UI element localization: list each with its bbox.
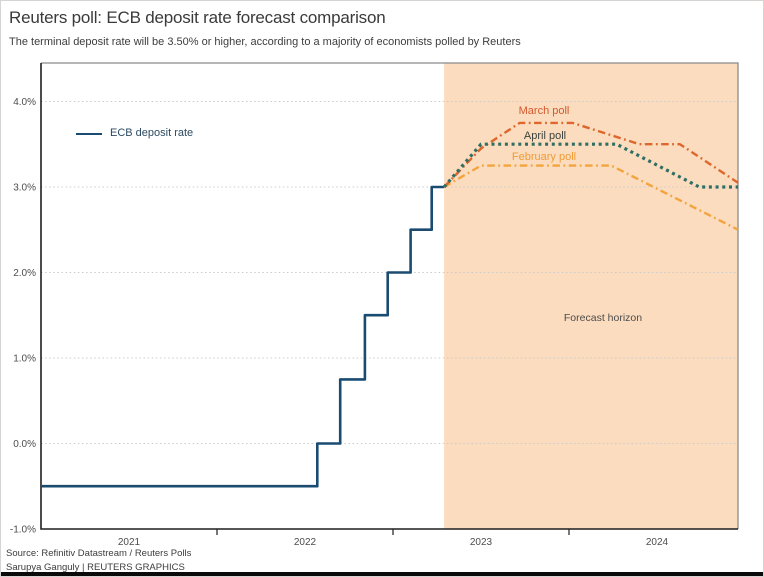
svg-text:0.0%: 0.0% bbox=[13, 439, 36, 450]
chart-legend: ECB deposit rate bbox=[76, 127, 193, 139]
april-poll-label: April poll bbox=[523, 130, 567, 142]
february-poll-label: February poll bbox=[511, 151, 577, 163]
svg-text:2.0%: 2.0% bbox=[13, 268, 36, 279]
march-poll-label: March poll bbox=[518, 105, 570, 117]
svg-text:-1.0%: -1.0% bbox=[10, 525, 36, 536]
page-title: Reuters poll: ECB deposit rate forecast … bbox=[9, 8, 386, 27]
legend-label: ECB deposit rate bbox=[110, 127, 194, 139]
footer-source: Source: Refinitiv Datastream / Reuters P… bbox=[6, 548, 192, 559]
page-subtitle: The terminal deposit rate will be 3.50% … bbox=[9, 36, 521, 48]
svg-text:2023: 2023 bbox=[470, 537, 493, 548]
ecb-line-swatch bbox=[76, 132, 102, 135]
svg-text:1.0%: 1.0% bbox=[13, 354, 36, 365]
forecast-horizon-label: Forecast horizon bbox=[563, 312, 643, 324]
bottom-divider-bar bbox=[1, 572, 763, 576]
svg-text:4.0%: 4.0% bbox=[13, 97, 36, 108]
svg-text:2024: 2024 bbox=[646, 537, 669, 548]
svg-text:2022: 2022 bbox=[294, 537, 317, 548]
footer-credit: Sarupya Ganguly | REUTERS GRAPHICS bbox=[6, 562, 185, 573]
svg-text:2021: 2021 bbox=[118, 537, 141, 548]
svg-text:3.0%: 3.0% bbox=[13, 183, 36, 194]
